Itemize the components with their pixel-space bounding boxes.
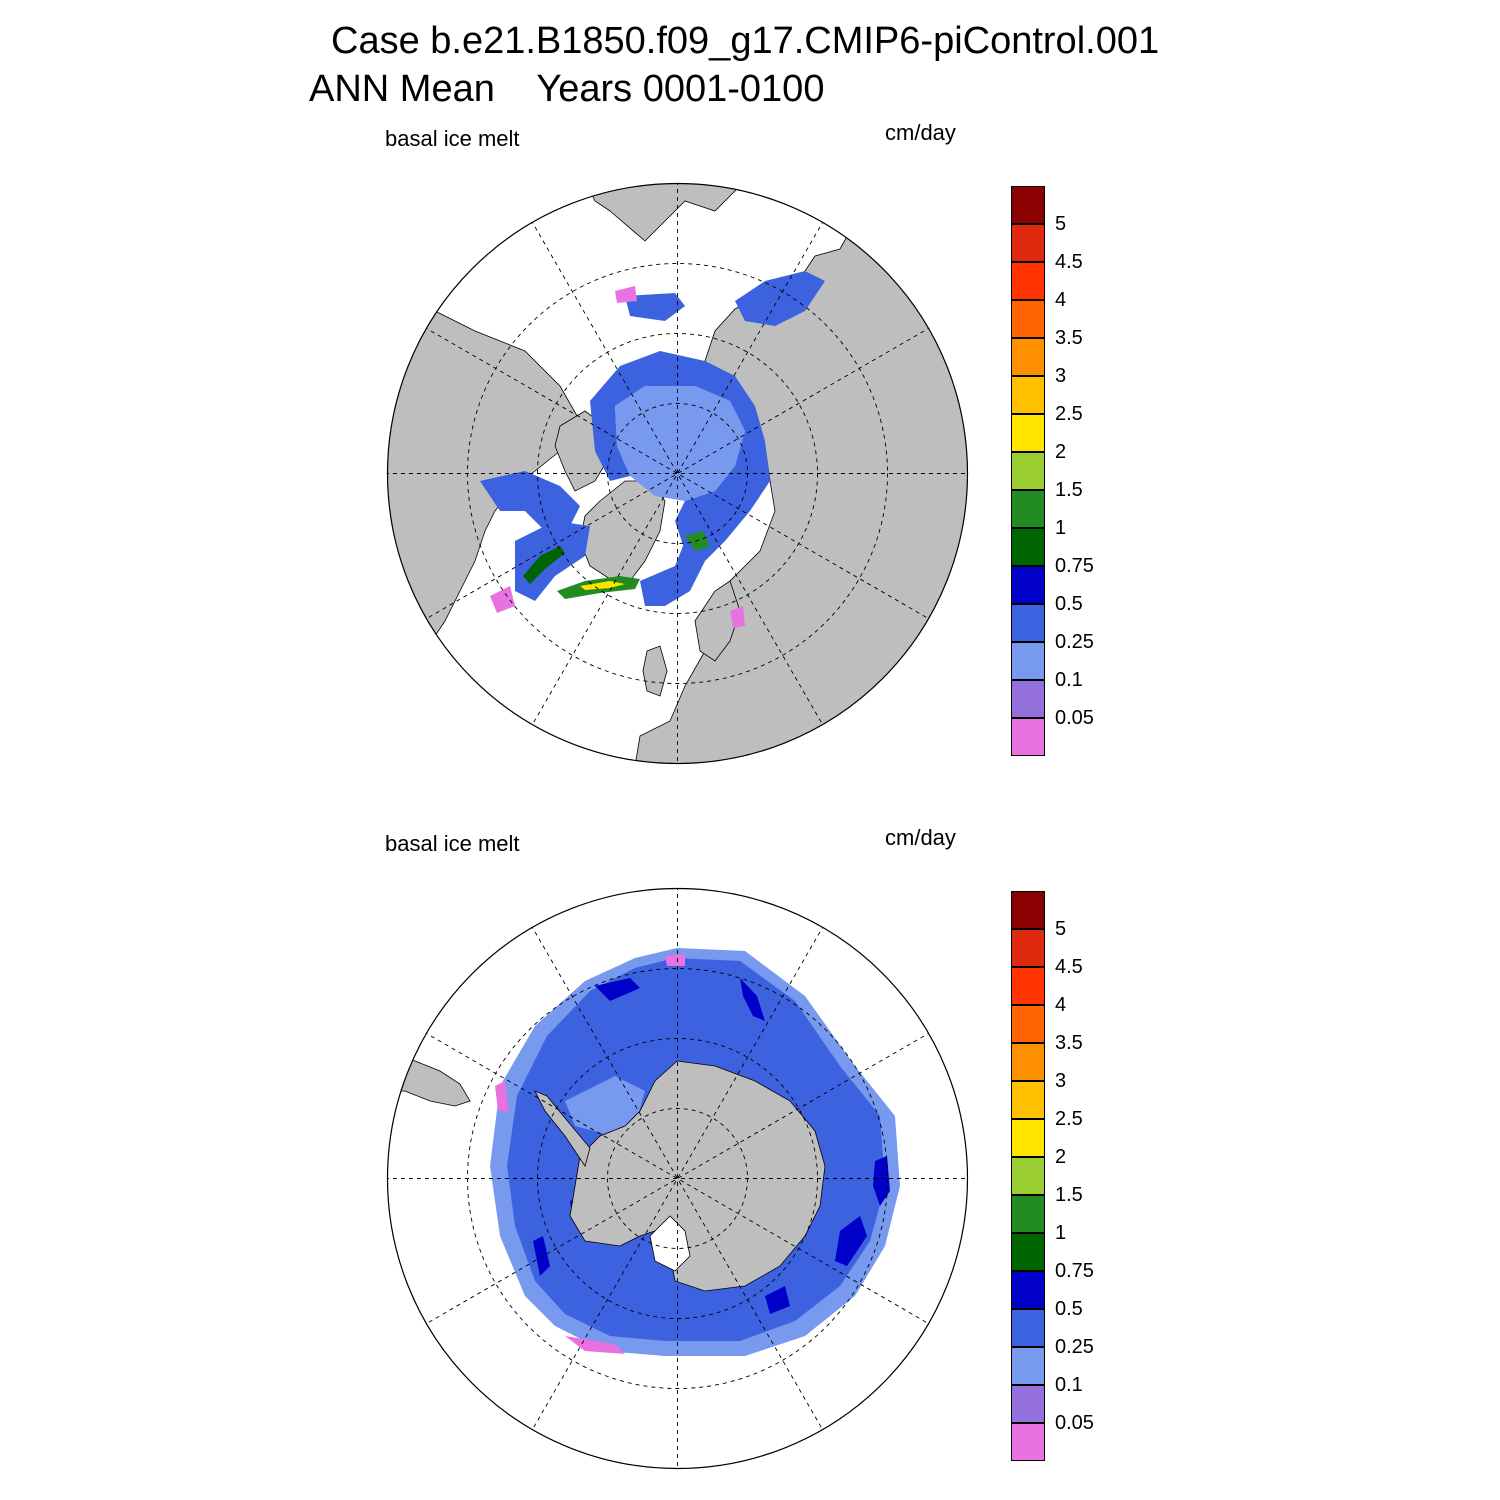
melt-light-edge-3 <box>615 286 637 303</box>
colorbar-tick-label: 0.75 <box>1055 1260 1094 1282</box>
panel-north-units-label: cm/day <box>885 120 956 145</box>
colorbar-swatch <box>1011 1271 1045 1309</box>
melt-strong-1 <box>595 978 640 1001</box>
colorbar-tick-label: 4.5 <box>1055 956 1083 978</box>
colorbar-tick-label: 0.25 <box>1055 631 1094 653</box>
colorbar-swatch <box>1011 1043 1045 1081</box>
colorbar-swatch <box>1011 1309 1045 1347</box>
colorbar-swatch <box>1011 566 1045 604</box>
colorbar-tick-label: 2 <box>1055 1146 1067 1168</box>
colorbar-tick-label: 3 <box>1055 1070 1067 1092</box>
land-antarctic-peninsula <box>534 1090 591 1167</box>
colorbar-tick-label: 1 <box>1055 1222 1067 1244</box>
colorbar-swatch <box>1011 1119 1045 1157</box>
colorbar-tick-label: 1.5 <box>1055 479 1083 501</box>
colorbar-swatch <box>1011 642 1045 680</box>
colorbar-swatch <box>1011 718 1045 756</box>
colorbar-swatch <box>1011 967 1045 1005</box>
colorbar-tick-label: 2.5 <box>1055 403 1083 425</box>
colorbar-swatch <box>1011 186 1045 224</box>
melt-bering <box>625 293 685 321</box>
colorbar-swatch <box>1011 1347 1045 1385</box>
melt-strong-5 <box>533 1236 550 1276</box>
colorbar-swatch <box>1011 1195 1045 1233</box>
colorbar-tick-label: 5 <box>1055 213 1067 235</box>
colorbar-tick-label: 0.75 <box>1055 555 1094 577</box>
colorbar-swatch <box>1011 1233 1045 1271</box>
colorbar-swatch <box>1011 376 1045 414</box>
melt-strong-4 <box>835 1216 867 1266</box>
panel-south-variable-label: basal ice melt <box>385 831 520 856</box>
colorbar-swatch <box>1011 528 1045 566</box>
colorbar-swatch <box>1011 338 1045 376</box>
colorbar-swatch <box>1011 1081 1045 1119</box>
colorbar-swatch <box>1011 891 1045 929</box>
colorbar-swatch <box>1011 604 1045 642</box>
melt-light-edge-s3 <box>665 954 685 966</box>
colorbar-south: 0.05 0.1 0.25 0.5 0.75 1 1.5 2 2.5 3 3.5 4 4.5 5 <box>1011 891 1094 1463</box>
colorbar-tick-label: 0.1 <box>1055 1374 1083 1396</box>
colorbar-swatch <box>1011 680 1045 718</box>
colorbar-tick-label: 0.1 <box>1055 669 1083 691</box>
colorbar-tick-label: 5 <box>1055 918 1067 940</box>
melt-labrador <box>480 471 580 531</box>
melt-light-edge-1 <box>490 586 515 613</box>
colorbar-swatch <box>1011 1385 1045 1423</box>
colorbar-swatch <box>1011 224 1045 262</box>
colorbar-swatch <box>1011 452 1045 490</box>
melt-light-edge-2 <box>730 606 745 628</box>
colorbar-swatch <box>1011 262 1045 300</box>
melt-arctic-rim <box>590 351 770 561</box>
title-period: ANN Mean Years 0001-0100 <box>309 68 825 110</box>
melt-arctic-central <box>615 386 745 501</box>
melt-east-greenland <box>640 541 705 606</box>
colorbar-tick-label: 0.5 <box>1055 1298 1083 1320</box>
colorbar-tick-label: 0.05 <box>1055 1412 1094 1434</box>
land-ross-ice-shelf <box>649 1215 691 1272</box>
panel-north-variable-label: basal ice melt <box>385 126 520 151</box>
land-uk <box>642 645 668 697</box>
north-polar-map <box>385 181 970 766</box>
melt-weddell-light <box>565 1076 645 1134</box>
colorbar-tick-label: 4.5 <box>1055 251 1083 273</box>
colorbar-tick-label: 2.5 <box>1055 1108 1083 1130</box>
colorbar-tick-label: 3 <box>1055 365 1067 387</box>
colorbar-tick-label: 3.5 <box>1055 1032 1083 1054</box>
colorbar-tick-label: 2 <box>1055 441 1067 463</box>
colorbar-swatch <box>1011 929 1045 967</box>
colorbar-swatch <box>1011 490 1045 528</box>
colorbar-swatch <box>1011 414 1045 452</box>
melt-barents <box>735 271 825 326</box>
colorbar-tick-label: 4 <box>1055 994 1067 1016</box>
colorbar-north: 0.05 0.1 0.25 0.5 0.75 1 1.5 2 2.5 3 3.5 4 4.5 5 <box>1011 186 1094 758</box>
colorbar-swatch <box>1011 300 1045 338</box>
colorbar-swatch <box>1011 1005 1045 1043</box>
melt-light-edge-s1 <box>495 1081 509 1111</box>
colorbar-swatch <box>1011 1423 1045 1461</box>
colorbar-tick-label: 0.25 <box>1055 1336 1094 1358</box>
south-polar-map <box>385 886 970 1471</box>
colorbar-tick-label: 1.5 <box>1055 1184 1083 1206</box>
colorbar-tick-label: 4 <box>1055 289 1067 311</box>
melt-strong-6 <box>765 1286 790 1314</box>
colorbar-tick-label: 0.5 <box>1055 593 1083 615</box>
melt-strong-west <box>523 546 565 584</box>
panel-south-units-label: cm/day <box>885 825 956 850</box>
melt-strong-2 <box>740 978 765 1021</box>
colorbar-tick-label: 0.05 <box>1055 707 1094 729</box>
colorbar-tick-label: 1 <box>1055 517 1067 539</box>
melt-light-edge-s2 <box>565 1336 625 1354</box>
colorbar-swatch <box>1011 1157 1045 1195</box>
title-case: Case b.e21.B1850.f09_g17.CMIP6-piControl… <box>331 20 1160 62</box>
melt-strong-3 <box>873 1156 890 1206</box>
colorbar-tick-label: 3.5 <box>1055 327 1083 349</box>
